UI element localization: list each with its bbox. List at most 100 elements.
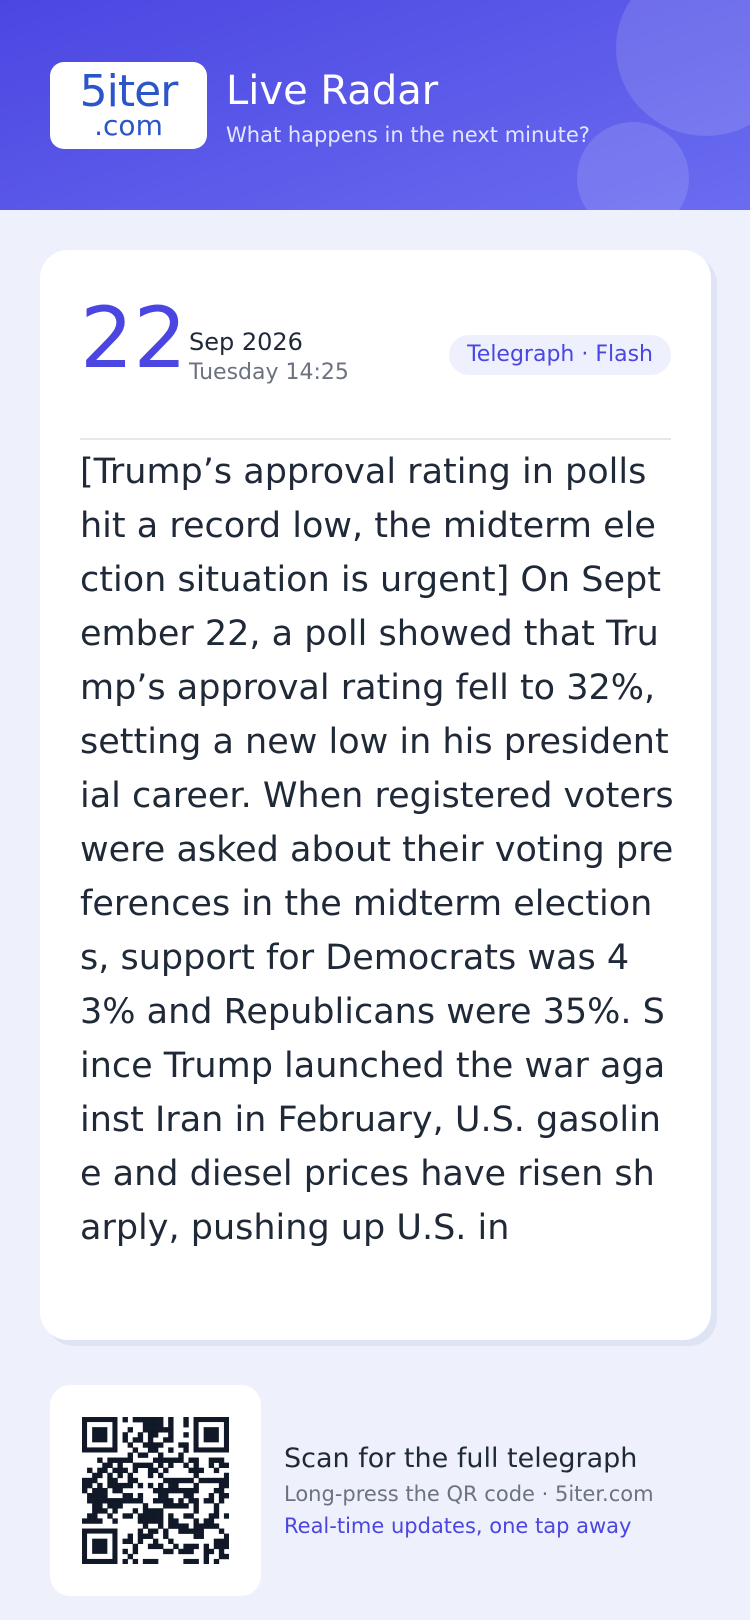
qr-module: [178, 1498, 184, 1504]
qr-module: [213, 1513, 220, 1519]
qr-module: [183, 1462, 189, 1468]
qr-module: [183, 1477, 189, 1484]
qr-module: [173, 1503, 179, 1509]
qr-module: [137, 1452, 144, 1458]
qr-module: [163, 1437, 169, 1443]
qr-module: [107, 1503, 113, 1509]
qr-module: [203, 1477, 210, 1484]
qr-module: [163, 1533, 169, 1539]
qr-module: [163, 1477, 169, 1484]
qr-module: [178, 1503, 184, 1509]
qr-module: [203, 1523, 210, 1529]
qr-module: [158, 1493, 164, 1499]
qr-module: [107, 1457, 113, 1463]
qr-module: [122, 1482, 128, 1489]
qr-module: [173, 1487, 179, 1494]
qr-module: [223, 1477, 229, 1484]
qr-module: [132, 1508, 139, 1514]
qr-module: [158, 1452, 164, 1458]
qr-box[interactable]: [50, 1385, 261, 1596]
qr-module: [137, 1498, 144, 1504]
qr-module: [158, 1523, 164, 1529]
qr-module: [213, 1503, 220, 1509]
qr-module: [97, 1487, 103, 1494]
qr-module: [193, 1487, 199, 1494]
qr-module: [158, 1508, 164, 1514]
qr-module: [142, 1518, 149, 1524]
qr-module: [178, 1452, 184, 1458]
day: 22: [80, 289, 187, 387]
qr-module: [183, 1493, 189, 1499]
app-subtitle: What happens in the next minute?: [226, 123, 590, 147]
qr-module: [213, 1523, 220, 1529]
qr-module: [127, 1442, 133, 1448]
qr-module: [122, 1558, 128, 1564]
qr-module: [193, 1498, 199, 1504]
qr-module: [178, 1442, 184, 1448]
qr-module: [112, 1467, 118, 1474]
qr-module: [213, 1467, 220, 1474]
body-text: [Trump’s approval rating in polls hit a …: [80, 452, 674, 1248]
qr-module: [112, 1503, 118, 1509]
qr-module: [147, 1447, 154, 1453]
qr-module: [107, 1472, 113, 1479]
qr-module: [97, 1457, 103, 1463]
qr-module: [137, 1533, 144, 1539]
qr-module: [152, 1508, 159, 1514]
qr-module: [102, 1462, 108, 1468]
qr-module: [168, 1523, 174, 1529]
qr-module: [152, 1457, 159, 1463]
qr-module: [137, 1518, 144, 1524]
qr-module: [117, 1462, 123, 1468]
qr-module: [137, 1528, 144, 1534]
qr-module: [193, 1472, 199, 1479]
qr-module: [132, 1417, 139, 1423]
qr-module: [198, 1477, 204, 1484]
app-title: Live Radar: [226, 68, 439, 114]
qr-code[interactable]: [82, 1417, 229, 1564]
qr-module: [213, 1508, 220, 1514]
qr-module: [158, 1513, 164, 1519]
qr-module: [142, 1513, 149, 1519]
qr-module: [122, 1498, 128, 1504]
qr-module: [82, 1482, 88, 1489]
qr-module: [82, 1487, 88, 1494]
qr-module: [117, 1482, 123, 1489]
qr-module: [142, 1523, 149, 1529]
qr-module: [163, 1457, 169, 1463]
qr-module: [223, 1533, 229, 1539]
qr-module: [163, 1498, 169, 1504]
qr-module: [147, 1513, 154, 1519]
qr-module: [152, 1422, 159, 1428]
qr-module: [188, 1528, 194, 1534]
qr-module: [147, 1533, 154, 1539]
qr-module: [188, 1467, 194, 1474]
qr-module: [152, 1528, 159, 1534]
qr-module: [147, 1417, 154, 1423]
qr-module: [158, 1518, 164, 1524]
qr-module: [147, 1558, 154, 1564]
qr-module: [193, 1462, 199, 1468]
qr-module: [208, 1457, 215, 1463]
qr-module: [163, 1528, 169, 1534]
qr-module: [183, 1422, 189, 1428]
qr-module: [168, 1503, 174, 1509]
qr-module: [198, 1467, 204, 1474]
qr-module: [107, 1482, 113, 1489]
qr-module: [218, 1543, 225, 1550]
qr-module: [147, 1437, 154, 1443]
qr-module: [107, 1477, 113, 1484]
qr-module: [122, 1548, 128, 1555]
qr-module: [183, 1528, 189, 1534]
qr-module: [122, 1493, 128, 1499]
qr-module: [168, 1498, 174, 1504]
qr-module: [208, 1523, 215, 1529]
qr-module: [142, 1442, 149, 1448]
qr-module: [97, 1508, 103, 1514]
qr-module: [102, 1487, 108, 1494]
qr-module: [152, 1513, 159, 1519]
qr-module: [147, 1462, 154, 1468]
qr-module: [82, 1477, 88, 1484]
qr-module: [132, 1548, 139, 1555]
qr-module: [168, 1538, 174, 1545]
